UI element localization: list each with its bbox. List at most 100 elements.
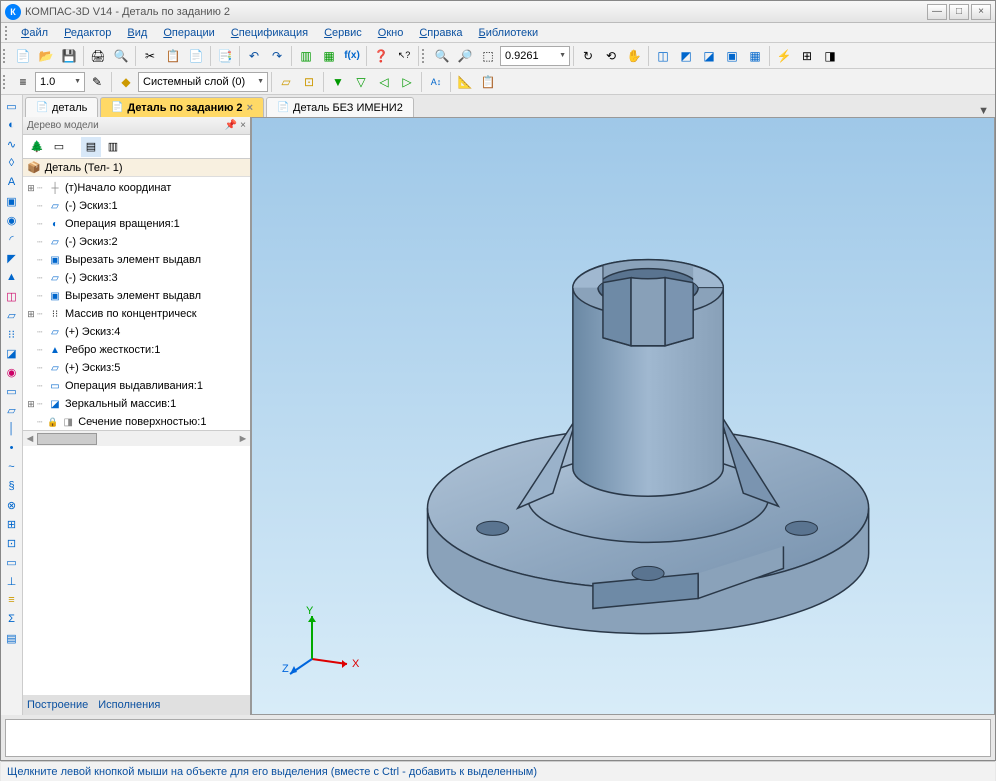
tree-node[interactable]: ⊞┄⁝⁝Массив по концентрическ	[25, 305, 248, 323]
zoom-window-button[interactable]: ⬚	[477, 45, 499, 67]
tree-expander-icon[interactable]: ⊞	[25, 309, 37, 320]
tool-revolve-icon[interactable]: ◐	[3, 116, 21, 134]
tabs-menu-icon[interactable]: ▼	[972, 105, 995, 117]
library-button[interactable]: ▥	[295, 45, 317, 67]
maximize-button[interactable]: □	[949, 4, 969, 20]
tree-node[interactable]: ┄▱(+) Эскиз:5	[25, 359, 248, 377]
menubar-grip[interactable]	[5, 26, 9, 40]
tool-pattern-icon[interactable]: ⁝⁝	[3, 325, 21, 343]
tool-weldment-icon[interactable]: ⊥	[3, 572, 21, 590]
menu-window[interactable]: Окно	[370, 25, 412, 41]
menu-help[interactable]: Справка	[411, 25, 470, 41]
whatsthis-button[interactable]: ↖?	[393, 45, 415, 67]
doc-tab-3[interactable]: 📄 Деталь БЕЗ ИМЕНИ2	[266, 97, 414, 117]
tool-curve-icon[interactable]: ~	[3, 458, 21, 476]
section-button[interactable]: ◨	[819, 45, 841, 67]
minimize-button[interactable]: —	[927, 4, 947, 20]
tool-text-icon[interactable]: A	[3, 173, 21, 191]
tool-hole-icon[interactable]: ◉	[3, 211, 21, 229]
rotate-button[interactable]: ↻	[577, 45, 599, 67]
perspective-button[interactable]: ▦	[744, 45, 766, 67]
tree-close-icon[interactable]: ×	[240, 120, 246, 131]
cut-button[interactable]: ✂	[139, 45, 161, 67]
scale-dropdown[interactable]: 1.0	[35, 72, 85, 92]
zoom-dropdown[interactable]: 0.9261	[500, 46, 570, 66]
zoom-in-button[interactable]: 🔍	[431, 45, 453, 67]
tool-helix-icon[interactable]: §	[3, 477, 21, 495]
shaded-edges-button[interactable]: ▣	[721, 45, 743, 67]
style-button[interactable]: ✎	[86, 71, 108, 93]
sketch-button[interactable]: ▱	[275, 71, 297, 93]
tree-node[interactable]: ┄▣Вырезать элемент выдавл	[25, 287, 248, 305]
tool-plane-icon[interactable]: ▱	[3, 401, 21, 419]
tool-thread-icon[interactable]: ⊗	[3, 496, 21, 514]
layers-button[interactable]: ◆	[115, 71, 137, 93]
tool-assembly-icon[interactable]: ⊞	[3, 515, 21, 533]
tree-node[interactable]: ┄🔒◨Сечение поверхностью:1	[25, 413, 248, 430]
measure-button[interactable]: 📐	[454, 71, 476, 93]
tool-rib-icon[interactable]: ▲	[3, 268, 21, 286]
copy-button[interactable]: 📋	[162, 45, 184, 67]
tool-sweep-icon[interactable]: ∿	[3, 135, 21, 153]
pan-button[interactable]: ✋	[623, 45, 645, 67]
menu-specification[interactable]: Спецификация	[223, 25, 316, 41]
tool-draft-icon[interactable]: ▱	[3, 306, 21, 324]
tool-point-icon[interactable]: •	[3, 439, 21, 457]
tree-node[interactable]: ┄▱(+) Эскиз:4	[25, 323, 248, 341]
3d-viewport[interactable]: X Y Z	[251, 117, 995, 715]
save-button[interactable]: 💾	[58, 45, 80, 67]
tool-sheet-icon[interactable]: ▭	[3, 553, 21, 571]
tool-shell-icon[interactable]: ◫	[3, 287, 21, 305]
filter3-button[interactable]: ◁	[373, 71, 395, 93]
tool-mate-icon[interactable]: ⊡	[3, 534, 21, 552]
tool-loft-icon[interactable]: ◊	[3, 154, 21, 172]
manager-button[interactable]: ▦	[318, 45, 340, 67]
tree-node[interactable]: ┄▱(-) Эскиз:1	[25, 197, 248, 215]
tool-library-icon[interactable]: ≡	[3, 591, 21, 609]
tool-surface-icon[interactable]: ▭	[3, 382, 21, 400]
zoom-out-button[interactable]: 🔎	[454, 45, 476, 67]
wireframe-button[interactable]: ◫	[652, 45, 674, 67]
close-button[interactable]: ×	[971, 4, 991, 20]
tree-expander-icon[interactable]: ⊞	[25, 399, 37, 410]
tree-expand-icon[interactable]: 🌲	[27, 137, 47, 157]
rebuild-button[interactable]: ⚡	[773, 45, 795, 67]
tree-filter1-icon[interactable]: ▤	[81, 137, 101, 157]
tree-node[interactable]: ┄▣Вырезать элемент выдавл	[25, 251, 248, 269]
tool-extrude-icon[interactable]: ▭	[3, 97, 21, 115]
tool-fillet-icon[interactable]: ◜	[3, 230, 21, 248]
new-button[interactable]: 📄	[12, 45, 34, 67]
help-button[interactable]: ❓	[370, 45, 392, 67]
tree-node[interactable]: ┄▭Операция выдавливания:1	[25, 377, 248, 395]
filter4-button[interactable]: ▷	[396, 71, 418, 93]
shaded-button[interactable]: ◪	[698, 45, 720, 67]
filter-button[interactable]: ▼	[327, 71, 349, 93]
tree-h-scroll[interactable]: ◄ ►	[23, 430, 250, 446]
orbit-button[interactable]: ⟲	[600, 45, 622, 67]
menu-service[interactable]: Сервис	[316, 25, 370, 41]
tree-tab-exec[interactable]: Исполнения	[98, 699, 160, 711]
tree-node[interactable]: ⊞┄┼(т)Начало координат	[25, 179, 248, 197]
tool-chamfer-icon[interactable]: ◤	[3, 249, 21, 267]
menu-editor[interactable]: Редактор	[56, 25, 119, 41]
redo-button[interactable]: ↷	[266, 45, 288, 67]
preview-button[interactable]: 🔍	[110, 45, 132, 67]
tree-node[interactable]: ┄▱(-) Эскиз:2	[25, 233, 248, 251]
properties-button[interactable]: 📑	[214, 45, 236, 67]
toolbar-grip[interactable]	[3, 49, 7, 63]
tree-tab-build[interactable]: Построение	[27, 699, 88, 711]
hidden-button[interactable]: ◩	[675, 45, 697, 67]
filter2-button[interactable]: ▽	[350, 71, 372, 93]
tree-collapse-icon[interactable]: ▭	[49, 137, 69, 157]
doc-tab-1[interactable]: 📄 деталь	[25, 97, 98, 117]
open-button[interactable]: 📂	[35, 45, 57, 67]
tree-filter2-icon[interactable]: ▥	[103, 137, 123, 157]
paste-button[interactable]: 📄	[185, 45, 207, 67]
tree-node[interactable]: ┄◐Операция вращения:1	[25, 215, 248, 233]
tool-boolean-icon[interactable]: ◉	[3, 363, 21, 381]
tree-node[interactable]: ┄▱(-) Эскиз:3	[25, 269, 248, 287]
tree-node[interactable]: ┄▲Ребро жесткости:1	[25, 341, 248, 359]
tool-cut-icon[interactable]: ▣	[3, 192, 21, 210]
tool-variables-icon[interactable]: Σ	[3, 610, 21, 628]
print-button[interactable]: 🖨	[87, 45, 109, 67]
